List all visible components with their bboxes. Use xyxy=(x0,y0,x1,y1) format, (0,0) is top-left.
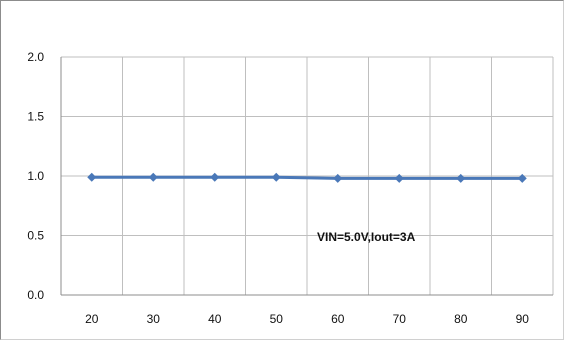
y-tick-label: 0.5 xyxy=(27,229,44,243)
x-tick-label: 80 xyxy=(454,312,468,326)
x-tick-label: 20 xyxy=(85,312,99,326)
axes xyxy=(60,57,553,296)
tick-labels: 0.0 0.5 1.0 1.5 2.0 20 30 40 50 60 70 80 90 xyxy=(27,50,529,326)
x-tick-label: 70 xyxy=(393,312,407,326)
data-point-marker xyxy=(333,173,343,183)
series-layer xyxy=(87,172,527,183)
x-tick-label: 60 xyxy=(331,312,345,326)
data-point-marker xyxy=(210,172,220,182)
data-point-marker xyxy=(456,173,466,183)
data-point-marker xyxy=(394,173,404,183)
data-point-marker xyxy=(517,173,527,183)
x-tick-label: 50 xyxy=(270,312,284,326)
x-tick-label: 90 xyxy=(516,312,530,326)
x-tick-label: 30 xyxy=(147,312,161,326)
x-tick-label: 40 xyxy=(208,312,222,326)
chart-annotation: VIN=5.0V,Iout=3A xyxy=(317,230,416,244)
y-tick-label: 1.0 xyxy=(27,169,44,183)
data-point-marker xyxy=(148,172,158,182)
y-tick-label: 1.5 xyxy=(27,110,44,124)
data-point-marker xyxy=(87,172,97,182)
series-line xyxy=(91,175,523,180)
data-point-marker xyxy=(271,172,281,182)
chart-frame: 0.0 0.5 1.0 1.5 2.0 20 30 40 50 60 70 80 90 VIN=5.0V… xyxy=(0,0,564,340)
line-chart: 0.0 0.5 1.0 1.5 2.0 20 30 40 50 60 70 80 90 VIN=5.0V… xyxy=(27,50,554,326)
y-tick-label: 2.0 xyxy=(27,50,44,64)
y-tick-label: 0.0 xyxy=(27,288,44,302)
